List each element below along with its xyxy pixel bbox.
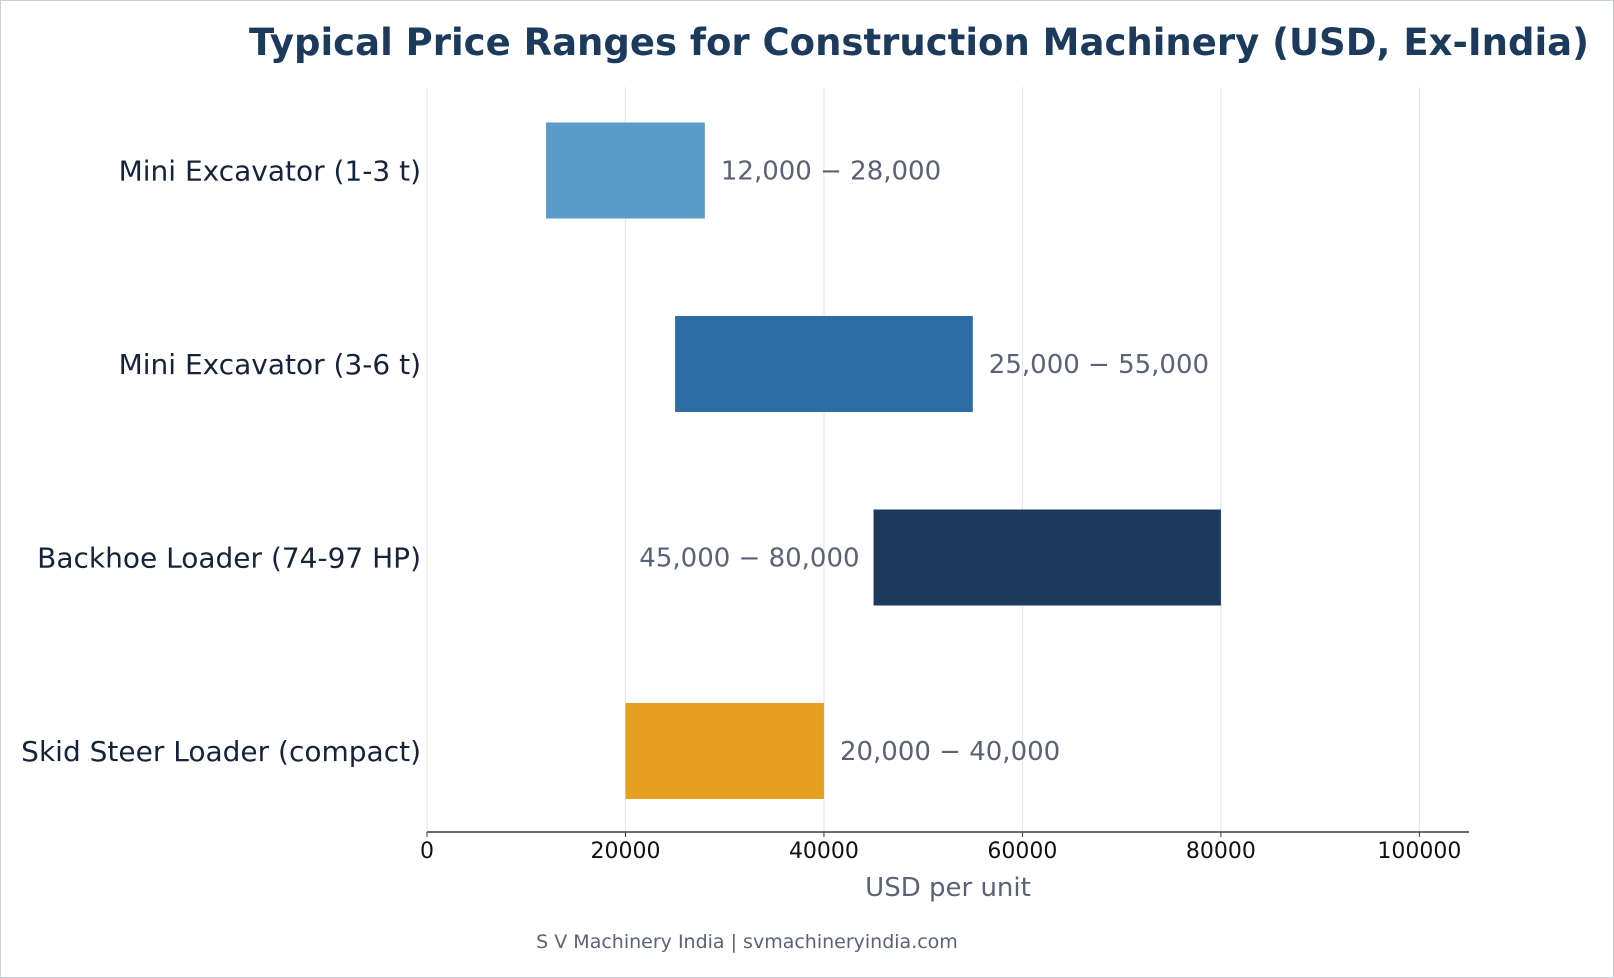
category-label-3: Skid Steer Loader (compact) <box>21 735 421 768</box>
category-label-1: Mini Excavator (3-6 t) <box>119 348 421 381</box>
x-tick-label-2: 40000 <box>789 839 859 864</box>
value-label-3: 20,000 − 40,000 <box>840 737 1060 767</box>
value-label-1: 25,000 − 55,000 <box>989 350 1209 380</box>
range-bar-0 <box>546 122 705 219</box>
x-tick-label-4: 80000 <box>1186 839 1256 864</box>
value-label-0: 12,000 − 28,000 <box>721 157 941 187</box>
x-tick-label-5: 100000 <box>1377 839 1461 864</box>
x-tick-label-1: 20000 <box>590 839 660 864</box>
value-labels: 12,000 − 28,000 25,000 − 55,000 45,000 − 8… <box>639 157 1209 768</box>
chart-title: Typical Price Ranges for Construction Ma… <box>249 21 1589 64</box>
category-label-0: Mini Excavator (1-3 t) <box>119 155 421 188</box>
x-tick-label-0: 0 <box>420 839 434 864</box>
value-label-2: 45,000 − 80,000 <box>639 544 859 574</box>
category-labels: Mini Excavator (1-3 t) Mini Excavator (3-… <box>21 155 421 769</box>
range-bar-3 <box>625 703 824 799</box>
footer-source: S V Machinery India | svmachineryindia.c… <box>536 931 958 953</box>
bars <box>546 122 1221 799</box>
category-label-2: Backhoe Loader (74-97 HP) <box>37 542 421 575</box>
range-bar-2 <box>873 509 1221 606</box>
x-axis-label: USD per unit <box>865 873 1031 903</box>
x-tick-labels: 0 20000 40000 60000 80000 100000 <box>420 832 1461 864</box>
range-bar-1 <box>675 316 973 412</box>
x-tick-label-3: 60000 <box>987 839 1057 864</box>
